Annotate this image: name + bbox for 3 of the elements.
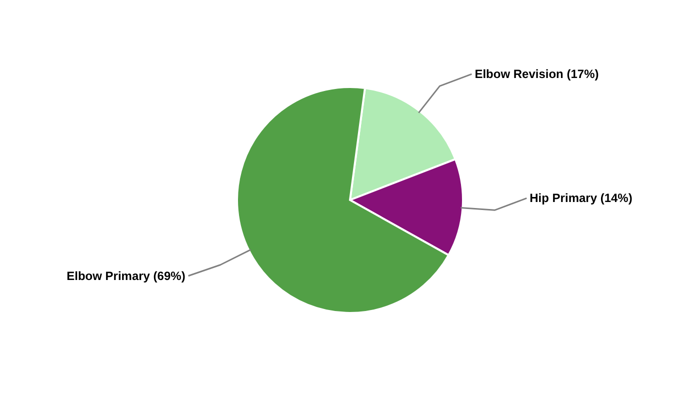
slice-label: Elbow Revision (17%) — [474, 67, 599, 82]
slice-label: Hip Primary (14%) — [530, 191, 632, 206]
slice-label: Elbow Primary (69%) — [66, 268, 186, 283]
